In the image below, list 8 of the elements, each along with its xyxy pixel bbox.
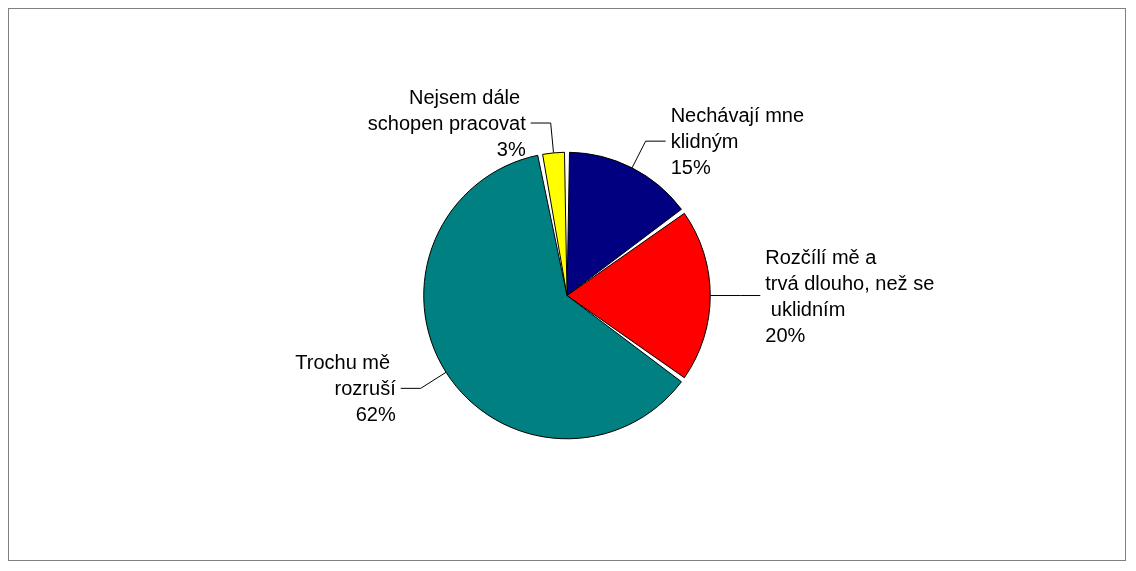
data-label: 20% bbox=[765, 323, 806, 346]
data-label: 62% bbox=[355, 403, 396, 426]
slice-label: Trochu mě rozruší bbox=[295, 351, 397, 400]
slice-label: Nejsem dále schopen pracovat bbox=[367, 86, 527, 135]
slice-label: Rozčílí mě a trvá dlouho, než se uklidním bbox=[765, 245, 935, 320]
data-label: 3% bbox=[496, 138, 526, 161]
data-label: 15% bbox=[670, 156, 711, 179]
slice-label: Nechávají mne klidným bbox=[670, 104, 810, 153]
